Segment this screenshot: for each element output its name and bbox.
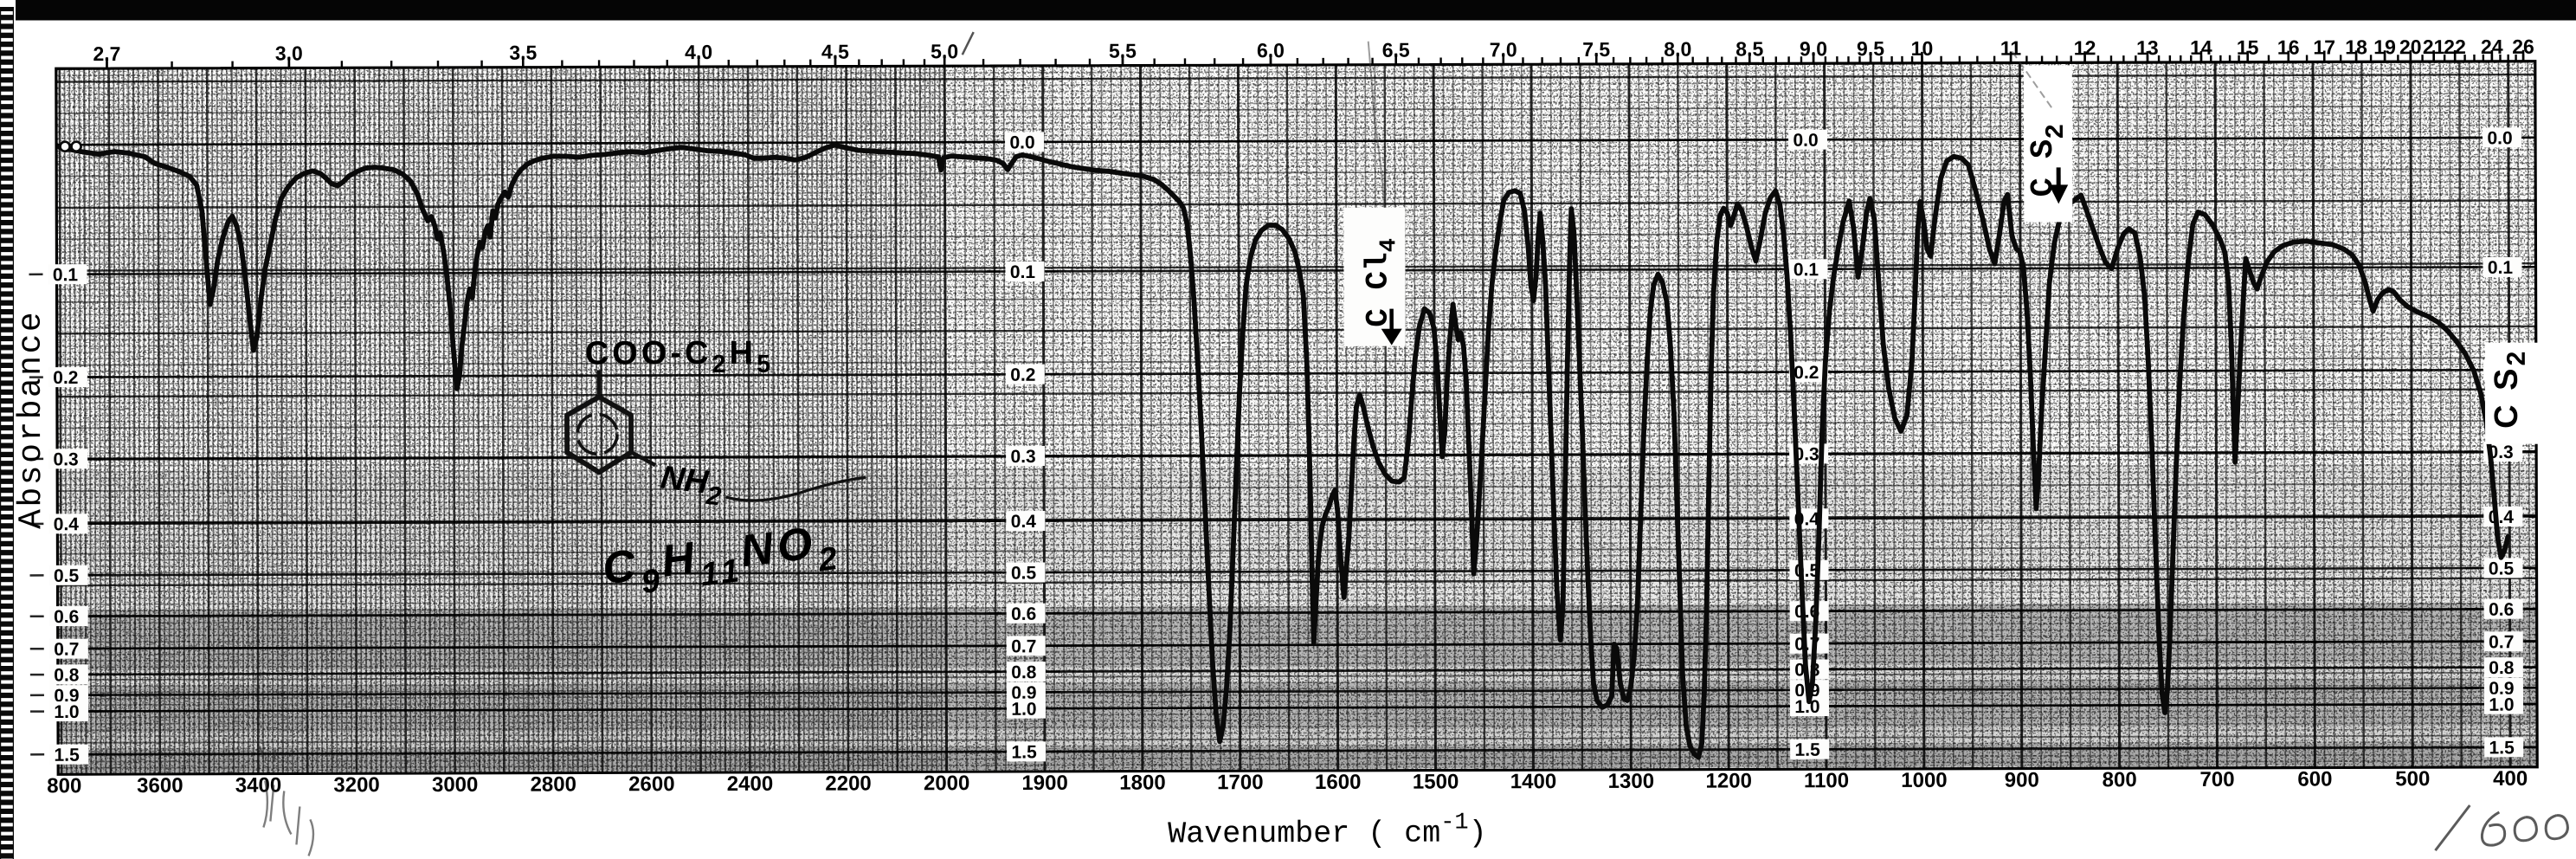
svg-text:700: 700	[2199, 768, 2234, 791]
svg-text:0.8: 0.8	[54, 665, 80, 685]
svg-text:8.5: 8.5	[1736, 37, 1763, 60]
svg-text:1.0: 1.0	[1011, 700, 1036, 720]
svg-text:1800: 1800	[1119, 771, 1165, 794]
svg-text:1000: 1000	[1901, 769, 1947, 792]
svg-text:15: 15	[2237, 36, 2259, 59]
svg-text:1.0: 1.0	[2489, 695, 2514, 715]
svg-text:3600: 3600	[137, 774, 183, 798]
svg-text:1400: 1400	[1510, 770, 1556, 793]
svg-text:4.0: 4.0	[685, 41, 712, 63]
svg-text:0.6: 0.6	[2489, 600, 2514, 620]
svg-text:1300: 1300	[1608, 770, 1654, 793]
svg-text:400: 400	[2493, 767, 2528, 791]
svg-text:7.5: 7.5	[1582, 38, 1610, 61]
svg-text:2200: 2200	[825, 772, 871, 795]
svg-text:1.5: 1.5	[1012, 742, 1038, 762]
svg-text:0.0: 0.0	[2487, 128, 2512, 148]
svg-text:16: 16	[2277, 36, 2300, 59]
svg-text:500: 500	[2395, 767, 2430, 791]
svg-text:6.5: 6.5	[1382, 39, 1410, 61]
svg-text:0.7: 0.7	[1011, 636, 1036, 656]
svg-text:1.5: 1.5	[55, 746, 80, 765]
svg-text:0.7: 0.7	[2489, 632, 2514, 652]
svg-text:10: 10	[1911, 37, 1934, 60]
svg-text:14: 14	[2190, 36, 2212, 59]
svg-text:0.1: 0.1	[2488, 258, 2514, 278]
svg-text:2000: 2000	[924, 772, 969, 795]
svg-text:3.0: 3.0	[275, 42, 303, 64]
svg-text:0.5: 0.5	[2489, 559, 2515, 578]
svg-text:9.0: 9.0	[1800, 37, 1827, 60]
svg-text:1100: 1100	[1804, 769, 1849, 792]
svg-text:900: 900	[2005, 768, 2039, 791]
svg-text:1.0: 1.0	[1794, 697, 1819, 717]
svg-text:0.2: 0.2	[53, 368, 78, 388]
svg-text:0.8: 0.8	[1011, 662, 1037, 682]
svg-text:0.6: 0.6	[1011, 604, 1036, 624]
svg-text:0.1: 0.1	[53, 265, 79, 285]
svg-text:22: 22	[2444, 36, 2466, 58]
svg-text:0.3: 0.3	[2488, 442, 2513, 462]
svg-text:3200: 3200	[333, 773, 379, 797]
svg-text:0.4: 0.4	[54, 514, 80, 534]
svg-text:24: 24	[2481, 36, 2503, 58]
svg-text:Wavenumber ( cm-1): Wavenumber ( cm-1)	[1168, 810, 1487, 851]
svg-text:0.2: 0.2	[1794, 363, 1819, 383]
svg-text:0.6: 0.6	[54, 607, 79, 627]
svg-text:1200: 1200	[1705, 769, 1751, 792]
svg-text:0.1: 0.1	[1010, 262, 1036, 282]
svg-text:19: 19	[2373, 36, 2396, 58]
svg-text:1.5: 1.5	[2489, 738, 2515, 758]
svg-text:0.0: 0.0	[1793, 131, 1818, 151]
svg-text:6.0: 6.0	[1257, 39, 1285, 61]
svg-text:13: 13	[2136, 36, 2159, 59]
svg-text:0.9: 0.9	[1011, 683, 1036, 703]
svg-text:0.7: 0.7	[54, 640, 79, 660]
svg-text:800: 800	[47, 774, 81, 798]
svg-text:1900: 1900	[1021, 772, 1067, 795]
svg-text:1500: 1500	[1413, 770, 1459, 793]
svg-text:12: 12	[2074, 36, 2096, 59]
svg-text:0.9: 0.9	[54, 686, 79, 706]
svg-text:2400: 2400	[727, 772, 773, 796]
svg-text:800: 800	[2103, 768, 2137, 791]
svg-text:5.5: 5.5	[1109, 40, 1137, 62]
svg-text:3.5: 3.5	[509, 42, 537, 64]
svg-text:0.3: 0.3	[54, 449, 79, 469]
svg-text:0.5: 0.5	[54, 566, 80, 586]
svg-text:1600: 1600	[1315, 771, 1361, 794]
svg-text:0.3: 0.3	[1010, 447, 1035, 467]
svg-text:0.0: 0.0	[1009, 132, 1034, 152]
svg-text:C Cl4: C Cl4	[1360, 238, 1402, 327]
svg-text:1700: 1700	[1217, 771, 1263, 794]
svg-text:Absorbance: Absorbance	[13, 310, 51, 529]
svg-text:9.5: 9.5	[1857, 37, 1884, 60]
svg-text:17: 17	[2313, 36, 2335, 58]
svg-text:0.5: 0.5	[1011, 563, 1037, 583]
svg-text:0.9: 0.9	[2489, 679, 2514, 699]
svg-text:3000: 3000	[432, 773, 478, 797]
svg-text:18: 18	[2345, 36, 2367, 58]
svg-text:8.0: 8.0	[1664, 38, 1691, 61]
svg-text:0.1: 0.1	[1794, 260, 1819, 280]
svg-text:2600: 2600	[628, 772, 674, 796]
svg-text:0.3: 0.3	[1794, 444, 1819, 464]
svg-text:0.2: 0.2	[1010, 365, 1035, 385]
svg-text:0.8: 0.8	[2489, 658, 2515, 678]
svg-text:7.0: 7.0	[1490, 38, 1517, 61]
svg-text:5.0: 5.0	[931, 40, 958, 62]
svg-text:4.5: 4.5	[821, 41, 849, 63]
svg-text:2.7: 2.7	[93, 42, 120, 65]
svg-text:0.4: 0.4	[1011, 512, 1037, 532]
svg-text:11: 11	[2000, 37, 2022, 60]
svg-text:20: 20	[2399, 36, 2422, 58]
svg-text:2800: 2800	[531, 772, 576, 796]
svg-text:1.0: 1.0	[54, 702, 79, 722]
svg-text:600: 600	[2297, 767, 2332, 791]
svg-text:26: 26	[2512, 36, 2534, 58]
svg-text:0.4: 0.4	[2489, 507, 2515, 527]
svg-text:21: 21	[2423, 36, 2445, 58]
svg-text:1.5: 1.5	[1795, 740, 1821, 760]
